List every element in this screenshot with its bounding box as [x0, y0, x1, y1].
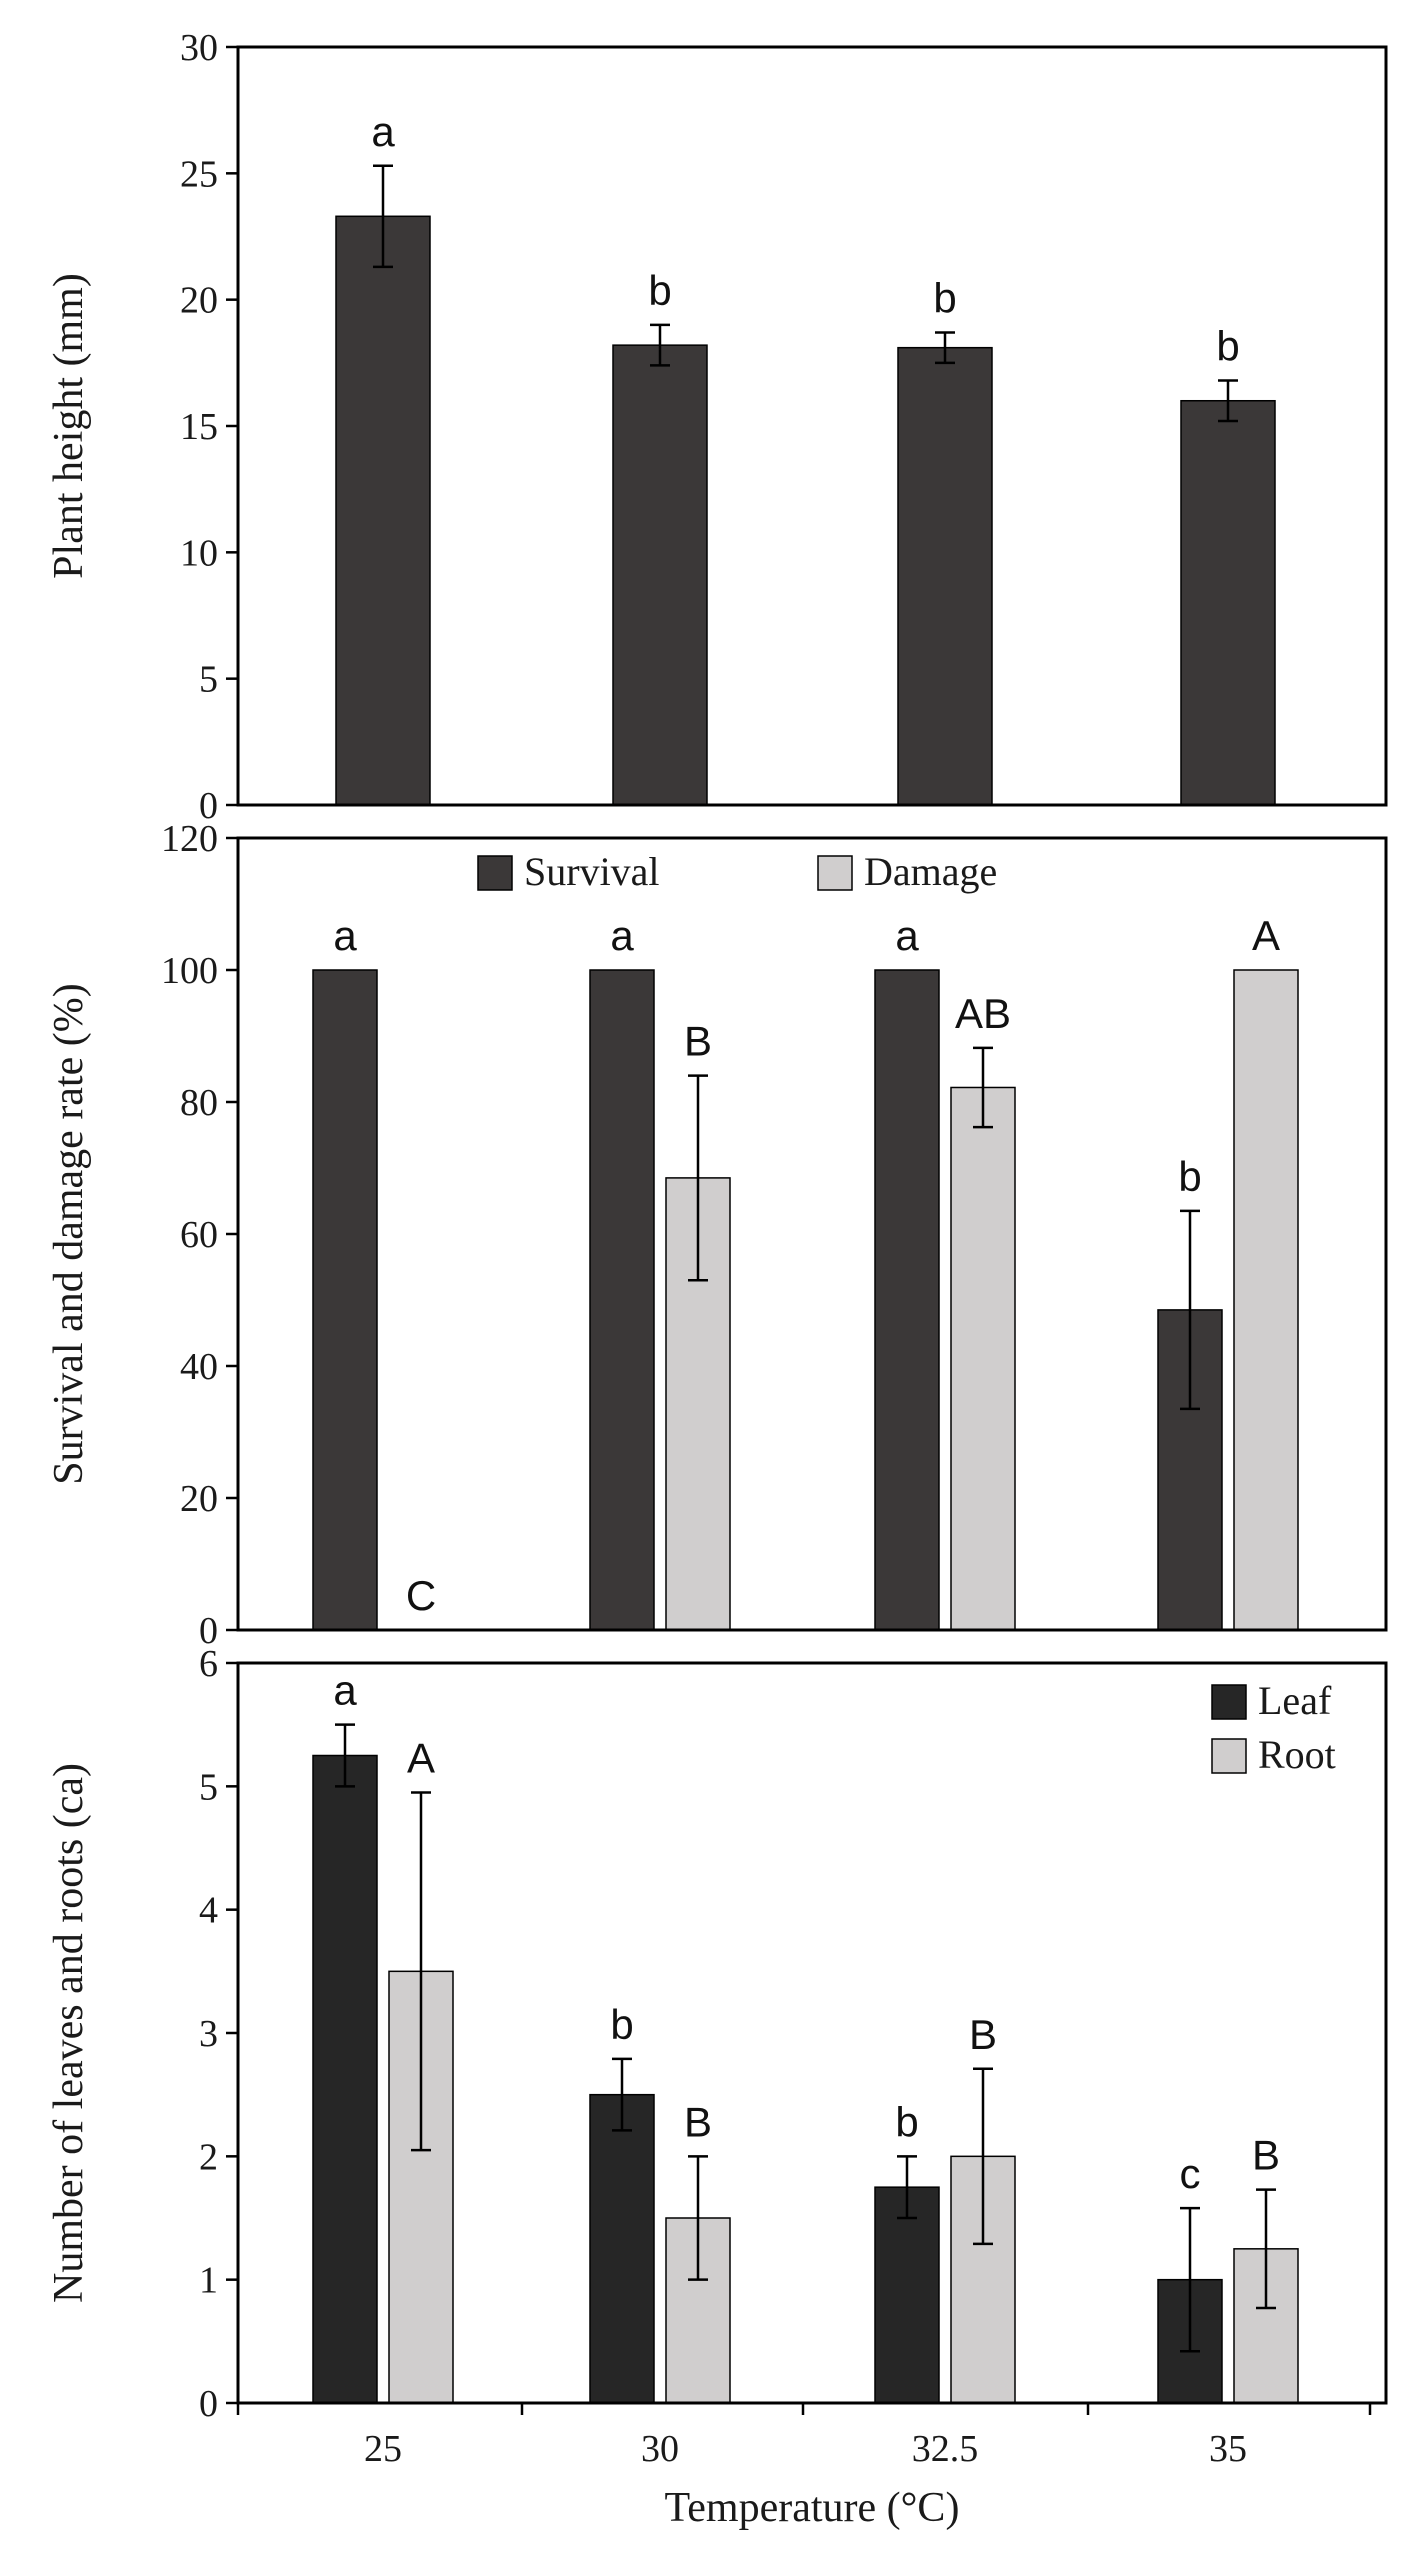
legend-swatch-survival [477, 855, 513, 891]
legend-label-leaf: Leaf [1258, 1678, 1332, 1723]
y-tick-label: 2 [199, 2136, 218, 2178]
panel-middle: a a a b C B AB A 0 20 40 60 80 100 120 Survival and dam… [46, 818, 1388, 1652]
bar-bottom-leaf-25 [312, 1754, 378, 2404]
bar-middle-survival-32.5 [874, 969, 940, 1631]
bar-middle-damage-35 [1233, 969, 1299, 1631]
bar-top-plant-height-30 [612, 344, 708, 806]
error-bar-middle-damage-30 [688, 1074, 708, 1282]
significance-label: a [333, 1667, 357, 1714]
significance-label: a [371, 108, 395, 155]
significance-label: b [610, 2001, 633, 2048]
y-tick-label: 1 [199, 2260, 218, 2302]
bar-bottom-leaf-30 [589, 2093, 655, 2404]
y-tick-label: 25 [180, 153, 218, 195]
x-tick-label: 30 [641, 2428, 679, 2470]
y-tick-label: 0 [199, 785, 218, 827]
significance-label: b [933, 275, 956, 322]
y-tick-label: 40 [180, 1346, 218, 1388]
error-bar-middle-survival-35 [1180, 1209, 1200, 1411]
y-tick-label: 5 [199, 659, 218, 701]
y-axis-title-bottom: Number of leaves and roots (ca) [46, 1763, 92, 2303]
error-bar-bottom-leaf-32.5 [897, 2155, 917, 2220]
x-axis-title: Temperature (°C) [665, 2485, 960, 2531]
x-tick-label: 35 [1209, 2428, 1247, 2470]
y-tick-label: 100 [161, 950, 218, 992]
error-bar-top-plant-height-32.5 [935, 331, 955, 365]
y-tick-label: 120 [161, 818, 218, 860]
error-bar-bottom-root-35 [1256, 2188, 1276, 2310]
significance-label: c [1180, 2150, 1201, 2197]
significance-label: a [333, 912, 357, 959]
y-tick-label: 60 [180, 1214, 218, 1256]
legend-swatch-damage [817, 855, 853, 891]
legend-label-root: Root [1258, 1732, 1336, 1777]
error-bar-bottom-leaf-25 [335, 1723, 355, 1788]
y-tick-label: 80 [180, 1082, 218, 1124]
legend-label-survival: Survival [524, 849, 660, 894]
significance-label: b [1178, 1153, 1201, 1200]
y-tick-label: 10 [180, 532, 218, 574]
significance-label: B [1252, 2132, 1280, 2179]
y-tick-label: 3 [199, 2013, 218, 2055]
error-bar-bottom-root-30 [688, 2155, 708, 2281]
y-tick-label: 0 [199, 1610, 218, 1652]
legend-label-damage: Damage [864, 849, 997, 894]
bar-middle-damage-32.5 [950, 1086, 1016, 1631]
significance-label: b [648, 267, 671, 314]
significance-label: B [684, 2098, 712, 2145]
error-bar-top-plant-height-25 [373, 164, 393, 269]
y-tick-label: 4 [199, 1890, 218, 1932]
y-tick-label: 20 [180, 1478, 218, 1520]
legend-swatch-leaf [1211, 1684, 1247, 1720]
error-bar-top-plant-height-35 [1218, 379, 1238, 423]
error-bar-bottom-leaf-30 [612, 2057, 632, 2132]
y-tick-label: 0 [199, 2383, 218, 2425]
y-tick-label: 6 [199, 1643, 218, 1685]
y-tick-label: 20 [180, 280, 218, 322]
significance-label: b [895, 2098, 918, 2145]
significance-label: AB [955, 990, 1011, 1037]
significance-label: a [895, 912, 919, 959]
panel-top: a b b b 0 5 10 15 20 25 30 Plant height (mm) [46, 27, 1388, 827]
panel-bottom: a b b c A B B B 0 1 2 3 4 5 6 Number of leaves and root… [46, 1643, 1388, 2531]
bar-middle-survival-30 [589, 969, 655, 1631]
bar-top-plant-height-35 [1180, 399, 1276, 806]
legend-middle: Survival Damage [477, 849, 997, 894]
bar-bottom-leaf-32.5 [874, 2186, 940, 2404]
bar-middle-survival-25 [312, 969, 378, 1631]
x-tick-label: 32.5 [912, 2428, 979, 2470]
significance-label: B [969, 2011, 997, 2058]
y-axis-title-middle: Survival and damage rate (%) [46, 983, 92, 1484]
bar-top-plant-height-25 [335, 215, 431, 806]
legend-bottom: Leaf Root [1211, 1678, 1336, 1777]
significance-label: a [610, 912, 634, 959]
legend-swatch-root [1211, 1738, 1247, 1774]
error-bar-bottom-leaf-35 [1180, 2206, 1200, 2353]
bar-top-plant-height-32.5 [897, 346, 993, 806]
x-tick-label: 25 [364, 2428, 402, 2470]
significance-label: C [406, 1572, 436, 1619]
y-axis-title-top: Plant height (mm) [46, 273, 92, 579]
y-tick-label: 5 [199, 1766, 218, 1808]
error-bar-top-plant-height-30 [650, 323, 670, 367]
significance-label: A [1252, 912, 1280, 959]
significance-label: b [1216, 323, 1239, 370]
y-tick-label: 15 [180, 406, 218, 448]
significance-label: B [684, 1018, 712, 1065]
error-bar-bottom-root-25 [411, 1791, 431, 2152]
y-tick-label: 30 [180, 27, 218, 69]
error-bar-bottom-root-32.5 [973, 2067, 993, 2246]
error-bar-middle-damage-32.5 [973, 1046, 993, 1129]
significance-label: A [407, 1735, 435, 1782]
